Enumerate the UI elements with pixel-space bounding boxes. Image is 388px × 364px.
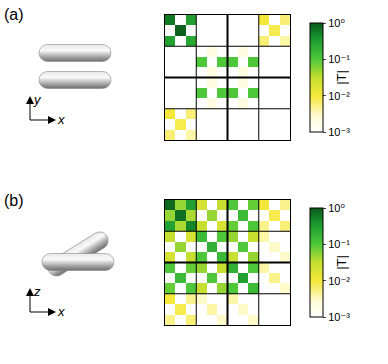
svg-text:x: x: [57, 112, 65, 127]
svg-text:10⁻³: 10⁻³: [328, 311, 350, 323]
svg-text:10⁻²: 10⁻²: [328, 90, 350, 102]
svg-text:10⁰: 10⁰: [328, 17, 345, 29]
svg-text:(b): (b): [4, 192, 24, 209]
svg-text:|T|: |T|: [334, 255, 349, 270]
svg-text:|T|: |T|: [334, 70, 349, 85]
svg-text:10⁻²: 10⁻²: [328, 275, 350, 287]
svg-text:10⁻³: 10⁻³: [328, 126, 350, 138]
svg-text:z: z: [33, 284, 41, 299]
svg-text:10⁻¹: 10⁻¹: [328, 53, 350, 65]
svg-text:10⁻¹: 10⁻¹: [328, 238, 350, 250]
svg-text:(a): (a): [4, 6, 24, 23]
svg-text:x: x: [57, 304, 65, 319]
svg-text:y: y: [33, 92, 42, 107]
svg-text:10⁰: 10⁰: [328, 202, 345, 214]
